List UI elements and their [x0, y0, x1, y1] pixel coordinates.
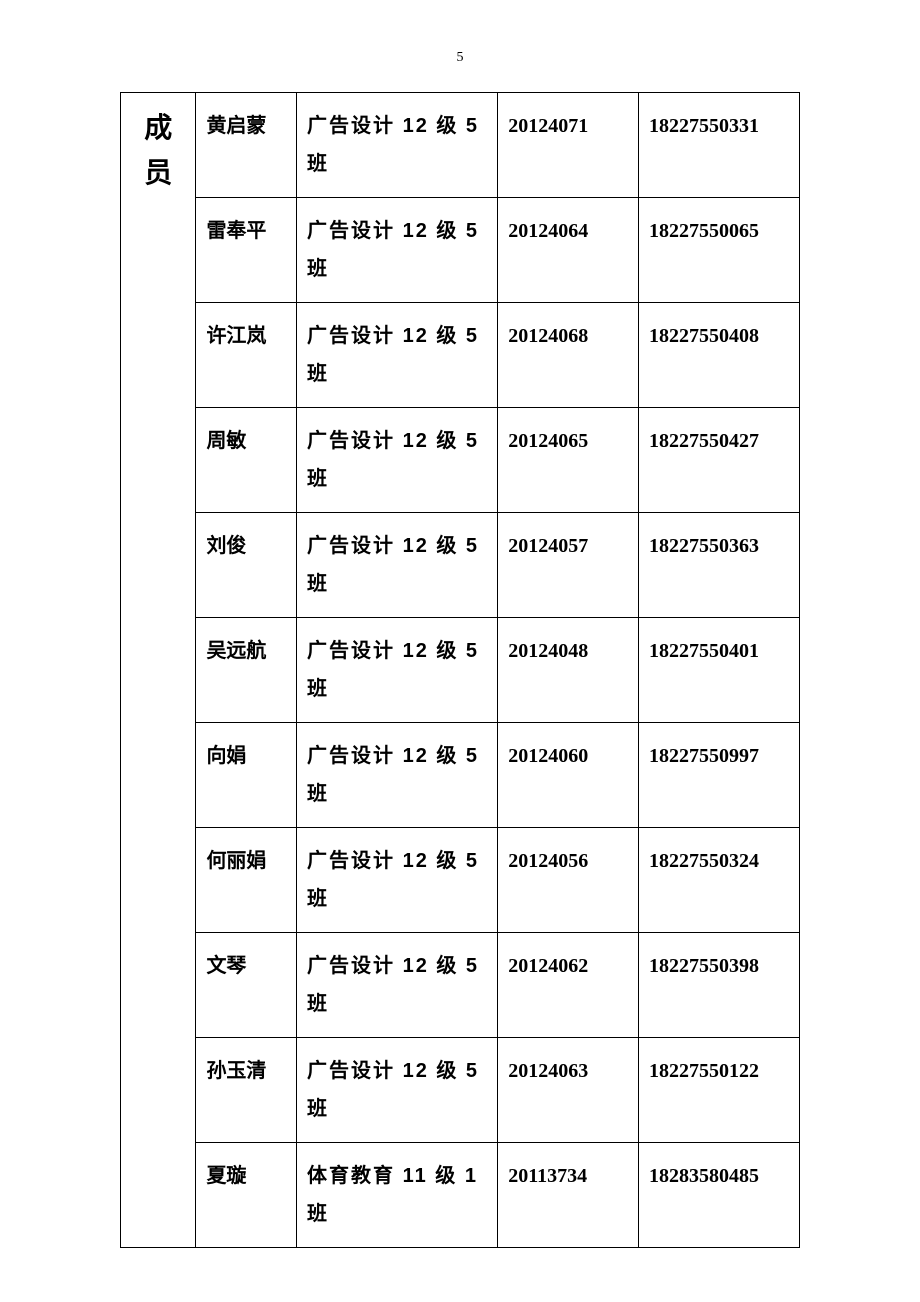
page-number: 5 — [0, 50, 920, 66]
id-cell: 20124065 — [498, 408, 639, 513]
phone-cell: 18227550331 — [639, 93, 800, 198]
class-cell: 广告设计 12 级 5班 — [297, 198, 498, 303]
phone-cell: 18227550401 — [639, 618, 800, 723]
id-cell: 20124068 — [498, 303, 639, 408]
name-cell: 孙玉清 — [196, 1038, 297, 1143]
phone-cell: 18227550997 — [639, 723, 800, 828]
name-cell: 文琴 — [196, 933, 297, 1038]
name-cell: 夏璇 — [196, 1143, 297, 1248]
name-cell: 吴远航 — [196, 618, 297, 723]
table-row: 雷奉平广告设计 12 级 5班2012406418227550065 — [121, 198, 800, 303]
class-cell: 广告设计 12 级 5班 — [297, 408, 498, 513]
class-cell: 广告设计 12 级 5班 — [297, 828, 498, 933]
id-cell: 20113734 — [498, 1143, 639, 1248]
name-cell: 黄启蒙 — [196, 93, 297, 198]
id-cell: 20124062 — [498, 933, 639, 1038]
name-cell: 雷奉平 — [196, 198, 297, 303]
phone-cell: 18227550122 — [639, 1038, 800, 1143]
name-cell: 周敏 — [196, 408, 297, 513]
phone-cell: 18227550408 — [639, 303, 800, 408]
class-cell: 广告设计 12 级 5班 — [297, 303, 498, 408]
phone-cell: 18227550398 — [639, 933, 800, 1038]
header-cell: 成员 — [121, 93, 196, 1248]
table-row: 文琴广告设计 12 级 5班2012406218227550398 — [121, 933, 800, 1038]
table-row: 许江岚广告设计 12 级 5班2012406818227550408 — [121, 303, 800, 408]
class-cell: 体育教育 11 级 1班 — [297, 1143, 498, 1248]
class-cell: 广告设计 12 级 5班 — [297, 513, 498, 618]
name-cell: 何丽娟 — [196, 828, 297, 933]
phone-cell: 18227550363 — [639, 513, 800, 618]
name-cell: 刘俊 — [196, 513, 297, 618]
table-row: 周敏广告设计 12 级 5班2012406518227550427 — [121, 408, 800, 513]
table-row: 孙玉清广告设计 12 级 5班2012406318227550122 — [121, 1038, 800, 1143]
table-row: 吴远航广告设计 12 级 5班2012404818227550401 — [121, 618, 800, 723]
phone-cell: 18283580485 — [639, 1143, 800, 1248]
class-cell: 广告设计 12 级 5班 — [297, 723, 498, 828]
table-row: 成员黄启蒙广告设计 12 级 5班2012407118227550331 — [121, 93, 800, 198]
name-cell: 许江岚 — [196, 303, 297, 408]
class-cell: 广告设计 12 级 5班 — [297, 618, 498, 723]
phone-cell: 18227550427 — [639, 408, 800, 513]
name-cell: 向娟 — [196, 723, 297, 828]
id-cell: 20124064 — [498, 198, 639, 303]
phone-cell: 18227550065 — [639, 198, 800, 303]
id-cell: 20124063 — [498, 1038, 639, 1143]
class-cell: 广告设计 12 级 5班 — [297, 93, 498, 198]
id-cell: 20124060 — [498, 723, 639, 828]
table-row: 刘俊广告设计 12 级 5班2012405718227550363 — [121, 513, 800, 618]
phone-cell: 18227550324 — [639, 828, 800, 933]
id-cell: 20124048 — [498, 618, 639, 723]
members-table: 成员黄启蒙广告设计 12 级 5班2012407118227550331雷奉平广… — [120, 92, 800, 1248]
class-cell: 广告设计 12 级 5班 — [297, 1038, 498, 1143]
table-row: 向娟广告设计 12 级 5班2012406018227550997 — [121, 723, 800, 828]
id-cell: 20124071 — [498, 93, 639, 198]
members-table-container: 成员黄启蒙广告设计 12 级 5班2012407118227550331雷奉平广… — [120, 92, 800, 1248]
id-cell: 20124057 — [498, 513, 639, 618]
class-cell: 广告设计 12 级 5班 — [297, 933, 498, 1038]
table-row: 何丽娟广告设计 12 级 5班2012405618227550324 — [121, 828, 800, 933]
id-cell: 20124056 — [498, 828, 639, 933]
table-row: 夏璇体育教育 11 级 1班2011373418283580485 — [121, 1143, 800, 1248]
